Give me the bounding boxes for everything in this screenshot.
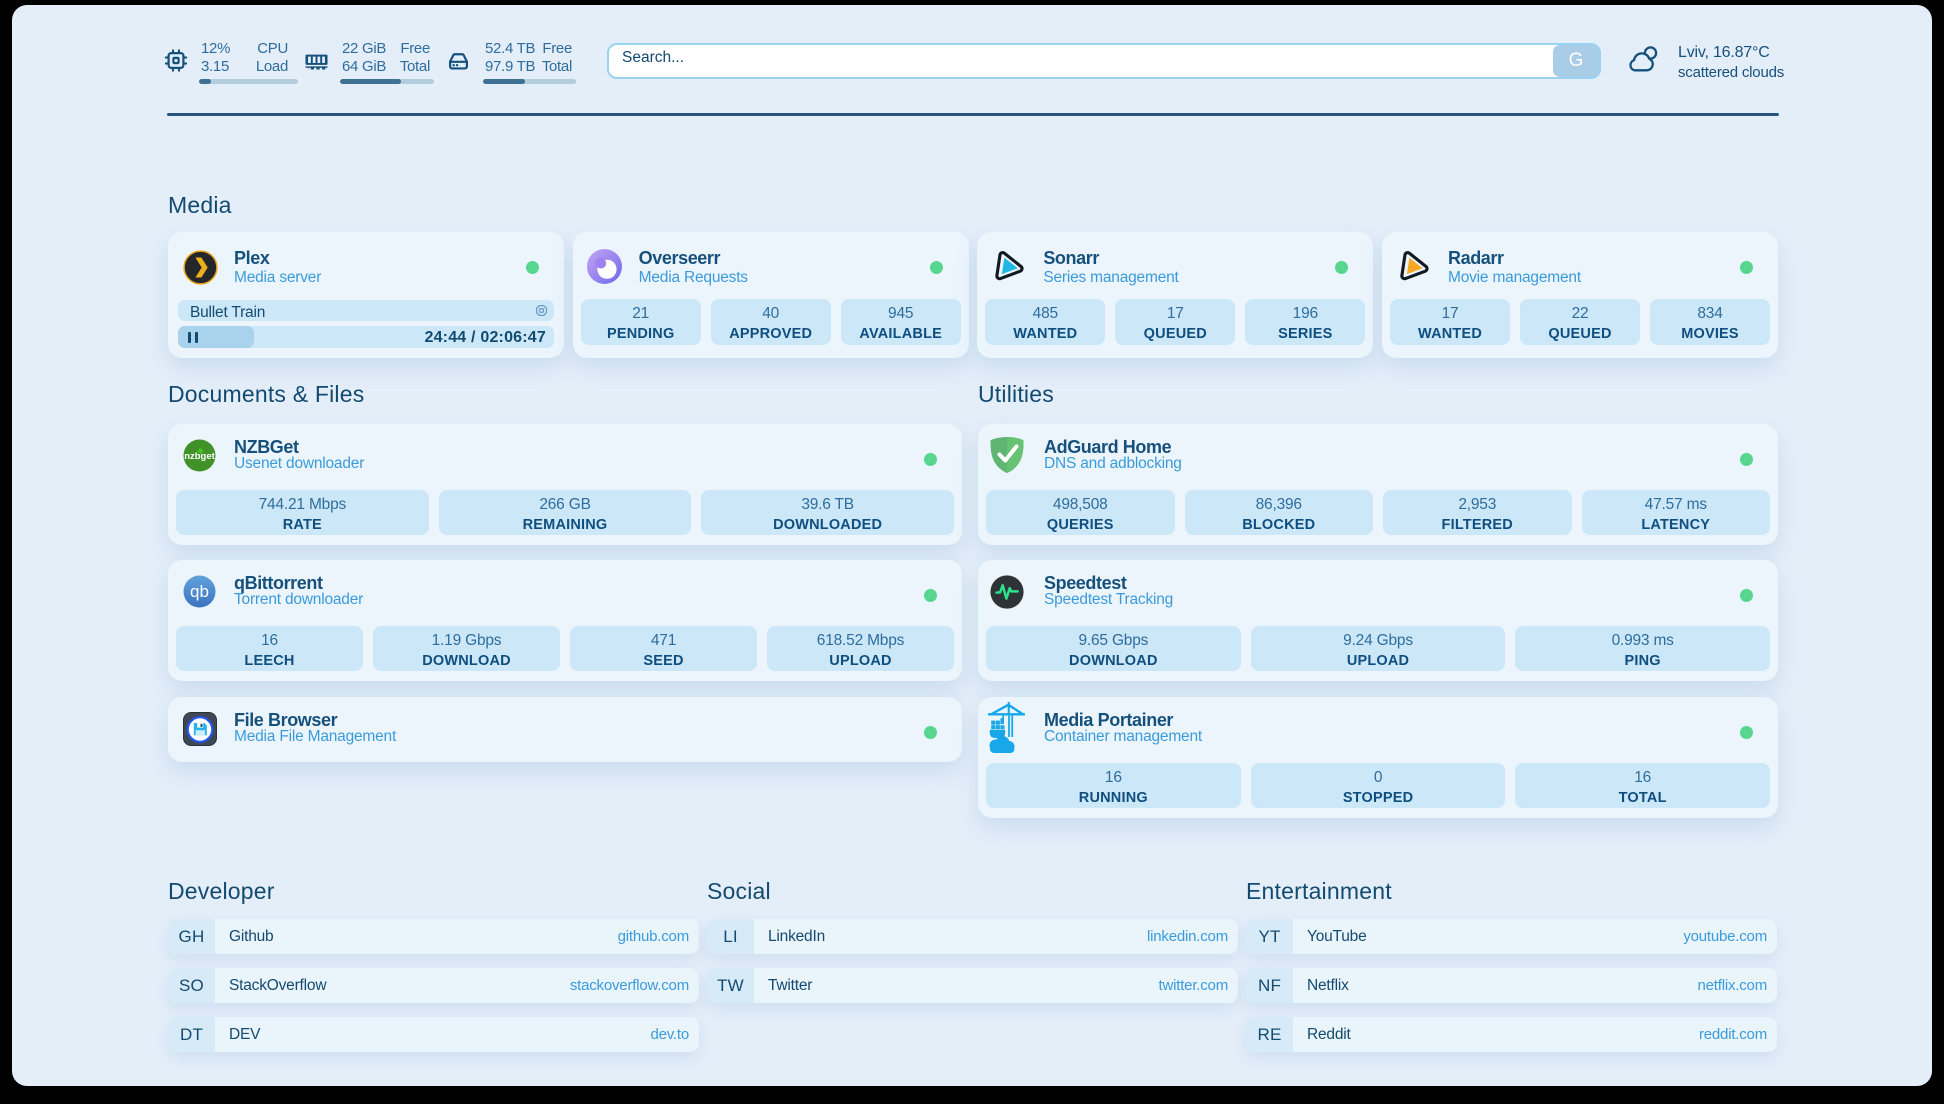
svg-text:nzbget: nzbget xyxy=(184,451,215,462)
svg-text:qb: qb xyxy=(190,582,209,601)
